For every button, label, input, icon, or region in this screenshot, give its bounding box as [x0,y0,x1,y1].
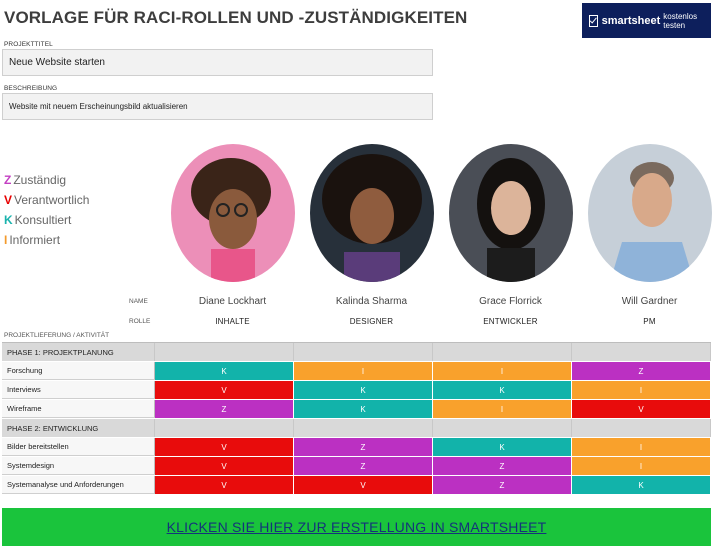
activity-label: Bilder bereitstellen [2,438,155,456]
legend-letter: Z [4,173,12,187]
logo-sub-text: kostenlos testen [663,11,698,30]
raci-cell[interactable]: V [294,476,433,494]
person-name: Will Gardner [621,296,678,307]
phase-row: PHASE 2: ENTWICKLUNG [2,419,711,438]
name-row-label: NAME [129,298,148,305]
person-column-3: Grace Florrick ENTWICKLER [441,144,580,334]
legend-text: Verantwortlich [14,193,90,207]
cta-banner[interactable]: KLICKEN SIE HIER ZUR ERSTELLUNG IN SMART… [2,508,711,546]
legend-text: Informiert [9,233,61,247]
raci-cell[interactable]: V [572,400,711,418]
deliverable-label: PROJEKTLIEFERUNG / AKTIVITÄT [4,332,110,339]
project-title-value: Neue Website starten [9,57,105,68]
avatar [170,144,295,282]
raci-cell[interactable]: I [572,381,711,399]
legend-letter: V [4,193,13,207]
legend-text: Konsultiert [14,213,72,227]
table-row: Bilder bereitstellen V Z K I [2,438,711,457]
raci-cell[interactable]: Z [433,476,572,494]
smartsheet-check-icon [589,14,598,27]
phase-label: PHASE 1: PROJEKTPLANUNG [2,343,155,361]
person-name: Diane Lockhart [198,296,267,307]
phase-cell[interactable] [572,419,711,437]
legend-text: Zuständig [13,173,67,187]
legend-letter: I [4,233,8,247]
phase-row: PHASE 1: PROJEKTPLANUNG [2,343,711,362]
avatar [448,144,573,282]
raci-cell[interactable]: K [572,476,711,494]
person-role: PM [643,317,656,326]
raci-cell[interactable]: I [572,438,711,456]
logo-brand-text: smartsheet [601,14,661,27]
phase-cell[interactable] [155,343,294,361]
table-row: Forschung K I I Z [2,362,711,381]
person-column-1: Diane Lockhart INHALTE [163,144,302,334]
table-row: Wireframe Z K I V [2,400,711,419]
raci-table: PHASE 1: PROJEKTPLANUNG Forschung K I I Z Inte… [2,342,711,495]
person-role: INHALTE [215,317,250,326]
person-name: Grace Florrick [479,296,542,307]
phase-cell[interactable] [572,343,711,361]
raci-cell[interactable]: V [155,457,294,475]
raci-cell[interactable]: I [294,362,433,380]
table-row: Systemanalyse und Anforderungen V V Z K [2,476,711,495]
raci-cell[interactable]: Z [433,457,572,475]
page-title: VORLAGE FÜR RACI-ROLLEN UND -ZUSTÄNDIGKE… [4,8,468,27]
smartsheet-logo-button[interactable]: smartsheet kostenlos testen [582,3,711,38]
raci-cell[interactable]: K [433,438,572,456]
legend-letter: K [4,213,13,227]
table-row: Systemdesign V Z Z I [2,457,711,476]
raci-cell[interactable]: V [155,476,294,494]
avatar [587,144,712,282]
raci-cell[interactable]: K [433,381,572,399]
raci-cell[interactable]: K [155,362,294,380]
phase-cell[interactable] [433,343,572,361]
phase-cell[interactable] [294,343,433,361]
table-row: Interviews V K K I [2,381,711,400]
person-name: Kalinda Sharma [335,296,408,307]
raci-cell[interactable]: I [572,457,711,475]
legend-item-konsultiert: K Konsultiert [4,212,89,232]
avatar [309,144,434,282]
phase-cell[interactable] [294,419,433,437]
activity-label: Systemdesign [2,457,155,475]
raci-cell[interactable]: Z [294,457,433,475]
raci-cell[interactable]: Z [294,438,433,456]
description-value: Website mit neuem Erscheinungsbild aktua… [9,102,188,111]
person-column-4: Will Gardner PM [580,144,714,334]
legend-item-verantwortlich: V Verantwortlich [4,192,89,212]
legend-item-informiert: I Informiert [4,232,89,252]
description-field[interactable]: Website mit neuem Erscheinungsbild aktua… [2,93,433,120]
raci-cell[interactable]: V [155,438,294,456]
person-role: ENTWICKLER [483,317,538,326]
raci-cell[interactable]: V [155,381,294,399]
activity-label: Interviews [2,381,155,399]
phase-cell[interactable] [155,419,294,437]
role-row-label: ROLLE [129,318,151,325]
raci-cell[interactable]: Z [155,400,294,418]
description-label: BESCHREIBUNG [4,85,58,92]
activity-label: Systemanalyse und Anforderungen [2,476,155,494]
project-title-label: PROJEKTTITEL [4,41,53,48]
create-in-smartsheet-link[interactable]: KLICKEN SIE HIER ZUR ERSTELLUNG IN SMART… [166,519,547,535]
person-role: DESIGNER [349,317,394,326]
raci-cell[interactable]: K [294,400,433,418]
raci-legend: Z Zuständig V Verantwortlich K Konsultiert … [4,172,89,252]
activity-label: Wireframe [2,400,155,418]
person-column-2: Kalinda Sharma DESIGNER [302,144,441,334]
phase-cell[interactable] [433,419,572,437]
project-title-field[interactable]: Neue Website starten [2,49,433,76]
phase-label: PHASE 2: ENTWICKLUNG [2,419,155,437]
raci-cell[interactable]: I [433,362,572,380]
raci-cell[interactable]: Z [572,362,711,380]
raci-cell[interactable]: K [294,381,433,399]
legend-item-zustaendig: Z Zuständig [4,172,89,192]
activity-label: Forschung [2,362,155,380]
raci-cell[interactable]: I [433,400,572,418]
